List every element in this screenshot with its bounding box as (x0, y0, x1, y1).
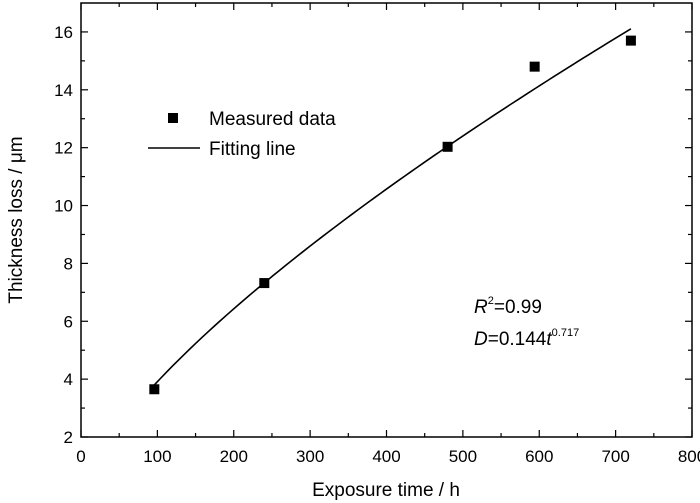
measured-point (149, 384, 160, 395)
y-tick-label: 10 (54, 197, 73, 216)
measured-points (149, 35, 636, 395)
y-tick-label: 8 (64, 254, 73, 273)
plot-frame (80, 2, 693, 438)
measured-point (442, 141, 453, 152)
x-tick-label: 100 (143, 447, 171, 466)
measured-point (529, 61, 540, 72)
x-tick-label: 700 (601, 447, 629, 466)
legend-label-measured: Measured data (209, 109, 336, 130)
y-tick-labels: 2 4 6 8 10 12 14 16 (54, 23, 73, 447)
r-squared-value: =0.99 (494, 297, 542, 318)
x-tick-labels: 0 100 200 300 400 500 600 700 800 (76, 447, 700, 466)
fit-annotation: R2=0.99 D=0.144t0.717 (474, 295, 579, 350)
y-tick-label: 6 (64, 312, 73, 331)
y-tick-label: 2 (64, 428, 73, 447)
x-tick-label: 800 (678, 447, 700, 466)
equation-t: t (546, 329, 552, 350)
x-tick-label: 400 (372, 447, 400, 466)
measured-point (259, 278, 270, 289)
x-tick-label: 0 (76, 447, 85, 466)
y-tick-label: 12 (54, 139, 73, 158)
r-squared-exponent: 2 (488, 295, 494, 307)
measured-point (625, 35, 636, 46)
x-tick-label: 300 (296, 447, 324, 466)
r-symbol: R (474, 297, 488, 318)
legend-label-fitting: Fitting line (209, 139, 296, 160)
x-axis-title: Exposure time / h (312, 480, 460, 501)
x-tick-label: 600 (525, 447, 553, 466)
y-axis-title: Thickness loss / μm (6, 136, 27, 303)
equation-coefficient: =0.144 (488, 329, 547, 350)
tick-marks (80, 3, 693, 438)
equation-d: D (474, 329, 488, 350)
y-tick-label: 14 (54, 81, 73, 100)
x-tick-label: 500 (449, 447, 477, 466)
x-tick-label: 200 (220, 447, 248, 466)
equation-exponent: 0.717 (552, 327, 580, 339)
fit-equation-text: D=0.144t0.717 (474, 327, 579, 350)
fitting-line (153, 28, 632, 386)
r-squared-text: R2=0.99 (474, 295, 542, 318)
legend: Measured data Fitting line (148, 109, 336, 160)
y-tick-label: 16 (54, 23, 73, 42)
y-tick-label: 4 (64, 370, 73, 389)
legend-marker-measured (168, 113, 178, 123)
